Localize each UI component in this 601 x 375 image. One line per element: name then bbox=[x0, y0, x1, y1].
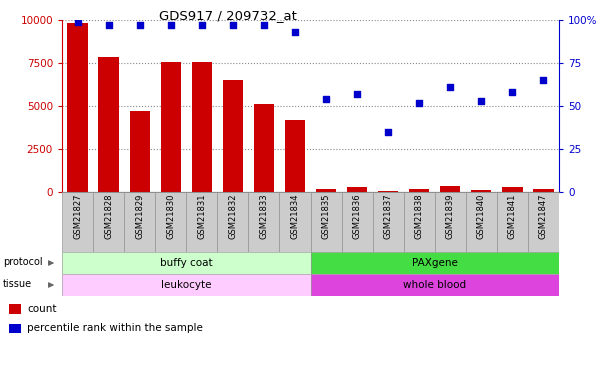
Point bbox=[228, 22, 237, 28]
Text: GSM21831: GSM21831 bbox=[197, 194, 206, 239]
Bar bbox=[378, 191, 398, 192]
Text: GSM21836: GSM21836 bbox=[353, 194, 362, 239]
Bar bbox=[466, 192, 497, 252]
Text: leukocyte: leukocyte bbox=[161, 280, 212, 290]
Text: protocol: protocol bbox=[3, 257, 43, 267]
Bar bbox=[471, 190, 492, 192]
Bar bbox=[62, 252, 311, 274]
Bar bbox=[223, 80, 243, 192]
Text: GSM21827: GSM21827 bbox=[73, 194, 82, 239]
Bar bbox=[497, 192, 528, 252]
Bar bbox=[130, 111, 150, 192]
Bar bbox=[155, 192, 186, 252]
Text: PAXgene: PAXgene bbox=[412, 258, 458, 268]
Bar bbox=[311, 252, 559, 274]
Point bbox=[166, 22, 175, 28]
Bar bbox=[279, 192, 311, 252]
Bar bbox=[160, 62, 181, 192]
Bar bbox=[409, 189, 429, 192]
Text: GSM21839: GSM21839 bbox=[446, 194, 455, 239]
Bar bbox=[218, 192, 248, 252]
Point bbox=[197, 22, 207, 28]
Bar bbox=[435, 192, 466, 252]
Bar bbox=[528, 192, 559, 252]
Text: whole blood: whole blood bbox=[403, 280, 466, 290]
Point bbox=[383, 129, 393, 135]
Bar bbox=[62, 274, 311, 296]
Bar bbox=[533, 189, 554, 192]
Point bbox=[104, 22, 114, 28]
Point bbox=[477, 98, 486, 104]
Point bbox=[290, 29, 300, 35]
Point bbox=[352, 91, 362, 97]
Bar bbox=[404, 192, 435, 252]
Text: GSM21838: GSM21838 bbox=[415, 194, 424, 239]
Text: GSM21830: GSM21830 bbox=[166, 194, 175, 239]
Point bbox=[135, 22, 144, 28]
Bar bbox=[186, 192, 218, 252]
Bar bbox=[311, 192, 341, 252]
Bar bbox=[316, 189, 336, 192]
Point bbox=[445, 84, 455, 90]
Bar bbox=[62, 192, 93, 252]
Bar bbox=[9, 324, 21, 333]
Text: count: count bbox=[27, 304, 56, 314]
Text: GSM21835: GSM21835 bbox=[322, 194, 331, 239]
Bar bbox=[124, 192, 155, 252]
Bar bbox=[248, 192, 279, 252]
Bar bbox=[9, 304, 21, 313]
Text: GDS917 / 209732_at: GDS917 / 209732_at bbox=[159, 9, 297, 22]
Point bbox=[259, 22, 269, 28]
Text: percentile rank within the sample: percentile rank within the sample bbox=[27, 323, 203, 333]
Bar bbox=[99, 57, 118, 192]
Point bbox=[415, 99, 424, 105]
Bar bbox=[347, 187, 367, 192]
Point bbox=[321, 96, 331, 102]
Bar bbox=[254, 104, 274, 192]
Bar bbox=[311, 274, 559, 296]
Bar bbox=[373, 192, 404, 252]
Bar bbox=[93, 192, 124, 252]
Text: GSM21828: GSM21828 bbox=[104, 194, 113, 239]
Bar bbox=[502, 187, 522, 192]
Text: GSM21847: GSM21847 bbox=[539, 194, 548, 239]
Text: GSM21841: GSM21841 bbox=[508, 194, 517, 239]
Text: buffy coat: buffy coat bbox=[160, 258, 213, 268]
Text: GSM21840: GSM21840 bbox=[477, 194, 486, 239]
Text: GSM21833: GSM21833 bbox=[260, 194, 269, 239]
Text: GSM21834: GSM21834 bbox=[290, 194, 299, 239]
Bar bbox=[341, 192, 373, 252]
Bar bbox=[285, 120, 305, 192]
Point bbox=[508, 89, 517, 95]
Text: GSM21832: GSM21832 bbox=[228, 194, 237, 239]
Bar bbox=[67, 24, 88, 192]
Bar bbox=[440, 186, 460, 192]
Point bbox=[538, 77, 548, 83]
Text: GSM21837: GSM21837 bbox=[383, 194, 392, 239]
Bar bbox=[192, 62, 212, 192]
Text: GSM21829: GSM21829 bbox=[135, 194, 144, 239]
Text: tissue: tissue bbox=[3, 279, 32, 289]
Point bbox=[73, 19, 82, 25]
